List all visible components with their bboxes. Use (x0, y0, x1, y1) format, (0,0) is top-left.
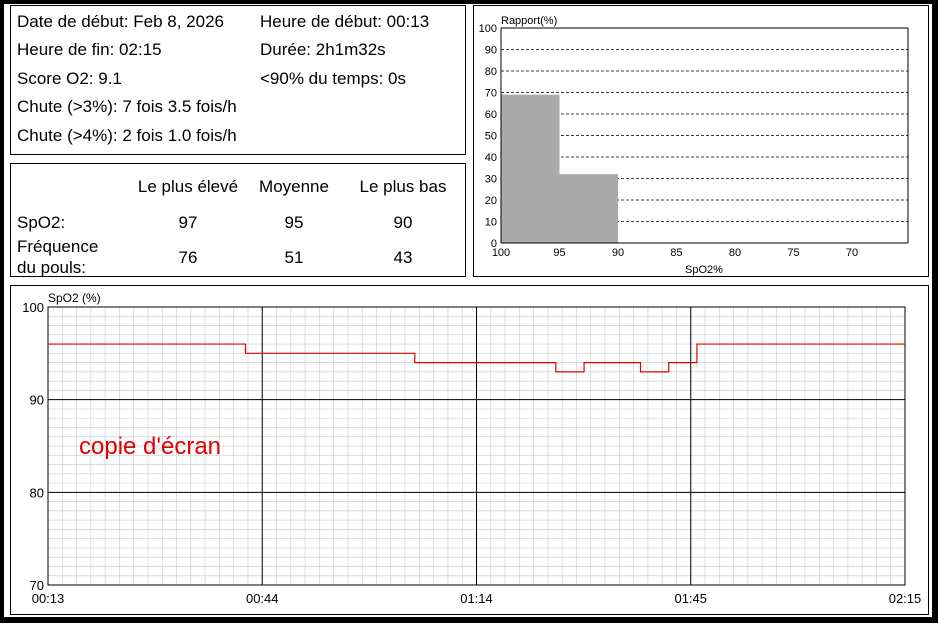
screenshot-annotation: copie d'écran (79, 433, 221, 460)
histogram-x-tick-label: 95 (553, 247, 565, 259)
histogram-y-tick-label: 90 (485, 45, 497, 57)
histogram-y-tick-label: 40 (485, 152, 497, 164)
trend-y-tick-label: 100 (22, 300, 44, 315)
drop-4-percent: Chute (>4%): 2 fois 1.0 fois/h (17, 126, 237, 145)
header-highest: Le plus élevé (137, 177, 239, 196)
histogram-y-tick-label: 30 (485, 174, 497, 186)
histogram-x-tick-label: 80 (729, 247, 741, 259)
histogram-y-tick-label: 100 (479, 23, 497, 35)
header-average: Moyenne (259, 177, 329, 196)
histogram-x-tick-label: 100 (492, 247, 510, 259)
histogram-y-tick-label: 0 (491, 238, 497, 250)
histogram-bar (559, 174, 618, 243)
histogram-y-tick-label: 20 (485, 195, 497, 207)
trend-panel: 100 90 80 70 00:13 00:44 01:14 01:45 02:15 SpO2 (… (10, 285, 929, 615)
pulse-highest: 76 (178, 248, 198, 267)
trend-y-label: SpO2 (%) (48, 291, 101, 305)
o2-score: Score O2: 9.1 (17, 69, 122, 88)
histogram-x-tick-label: 85 (670, 247, 682, 259)
trend-x-tick-label: 01:45 (674, 591, 707, 606)
end-time: Heure de fin: 02:15 (17, 40, 162, 59)
histogram-y-tick-label: 80 (485, 66, 497, 78)
spo2-average: 95 (284, 213, 304, 232)
histogram-x-label: SpO2% (685, 264, 723, 276)
histogram-x-tick-label: 70 (846, 247, 858, 259)
trend-y-tick-label: 80 (30, 485, 44, 500)
histogram-y-tick-label: 50 (485, 131, 497, 143)
trend-y-tick-label: 90 (30, 393, 44, 408)
pulse-average: 51 (284, 248, 304, 267)
duration: Durée: 2h1m32s (260, 40, 386, 59)
spo2-trend-line (48, 343, 905, 373)
spo2-highest: 97 (178, 213, 198, 232)
start-time: Heure de début: 00:13 (260, 12, 430, 31)
spo2-histogram: 0 10 20 30 40 50 60 70 80 90 100 100 95 90 85 80 75 70 Rap… (479, 15, 909, 276)
trend-y-tick-label: 70 (30, 578, 44, 593)
histogram-bar (501, 94, 560, 244)
histogram-y-tick-label: 60 (485, 109, 497, 121)
start-date: Date de début: Feb 8, 2026 (17, 12, 224, 31)
histogram-panel: 0 10 20 30 40 50 60 70 80 90 100 100 95 90 85 80 75 70 Rap… (473, 5, 929, 277)
trend-x-tick-label: 01:14 (460, 591, 493, 606)
below-90-time: <90% du temps: 0s (260, 69, 407, 88)
spo2-lowest: 90 (393, 213, 413, 232)
stats-panel: Le plus élevé Moyenne Le plus bas SpO2: … (10, 163, 466, 277)
drop-3-percent: Chute (>3%): 7 fois 3.5 fois/h (17, 97, 237, 116)
pulse-row-label-line1: Fréquence (17, 237, 99, 256)
trend-plot-frame (47, 306, 906, 586)
histogram-x-tick-label: 90 (612, 247, 624, 259)
histogram-y-tick-label: 70 (485, 88, 497, 100)
trend-x-tick-label: 00:44 (246, 591, 279, 606)
header-lowest: Le plus bas (359, 177, 447, 196)
trend-x-tick-label: 00:13 (32, 591, 65, 606)
report-sheet: Date de début: Feb 8, 2026 Heure de débu… (4, 4, 932, 617)
summary-panel: Date de début: Feb 8, 2026 Heure de débu… (10, 5, 466, 155)
histogram-x-tick-label: 75 (787, 247, 799, 259)
histogram-title: Rapport(%) (501, 15, 557, 27)
pulse-lowest: 43 (393, 248, 413, 267)
trend-x-tick-label: 02:15 (889, 591, 922, 606)
spo2-row-label: SpO2: (17, 213, 66, 232)
pulse-row-label-line2: du pouls: (17, 258, 86, 277)
histogram-y-tick-label: 10 (485, 217, 497, 229)
